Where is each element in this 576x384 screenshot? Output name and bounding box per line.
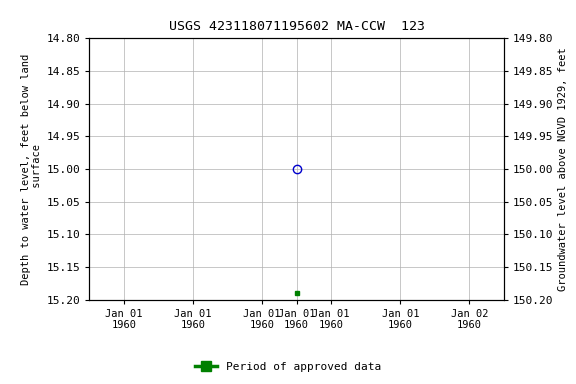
Y-axis label: Depth to water level, feet below land
 surface: Depth to water level, feet below land su… (21, 53, 42, 285)
Legend: Period of approved data: Period of approved data (191, 358, 385, 377)
Y-axis label: Groundwater level above NGVD 1929, feet: Groundwater level above NGVD 1929, feet (558, 47, 568, 291)
Title: USGS 423118071195602 MA-CCW  123: USGS 423118071195602 MA-CCW 123 (169, 20, 425, 33)
